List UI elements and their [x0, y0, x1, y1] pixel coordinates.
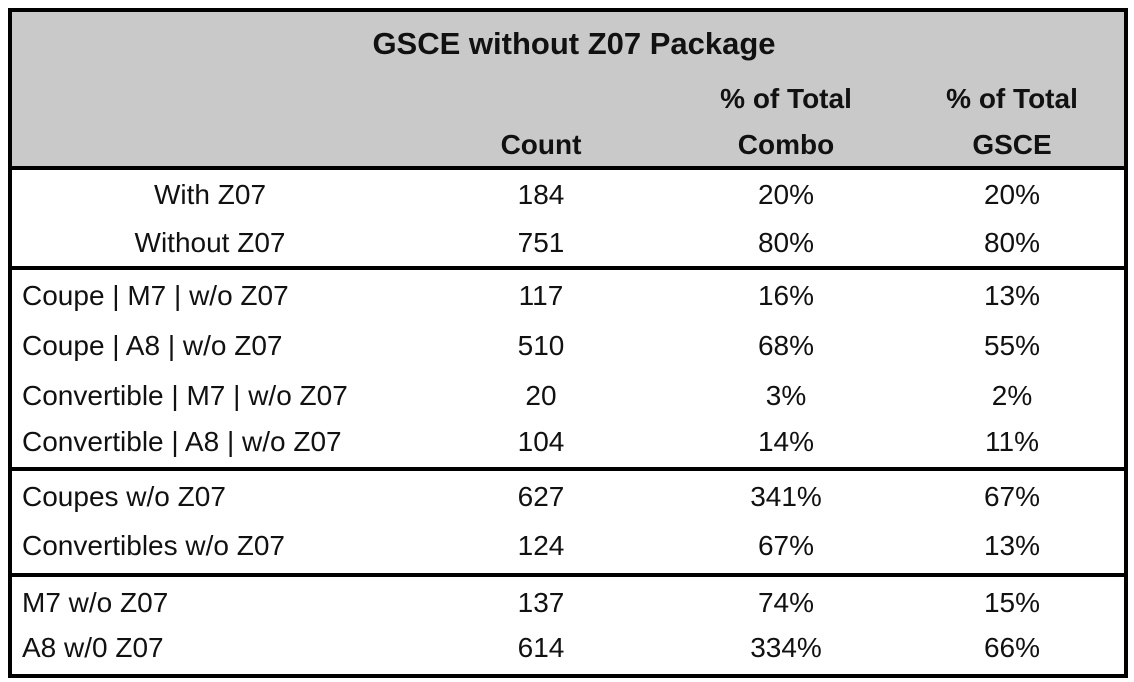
row-label: Coupe | A8 | w/o Z07 — [22, 330, 283, 361]
cell-value: 117 — [518, 280, 564, 311]
cell-value: 66% — [983, 632, 1041, 663]
row-label: With Z07 — [153, 179, 267, 210]
row-label: Without Z07 — [134, 227, 286, 258]
table-header: GSCE without Z07 Package — [12, 12, 1124, 166]
row-label: Convertible | M7 | w/o Z07 — [22, 380, 348, 411]
column-header: % of Total — [946, 83, 1078, 114]
cell-value: 15% — [983, 587, 1041, 618]
cell-value: 20% — [757, 179, 815, 210]
cell-value: 627 — [517, 481, 565, 512]
header-rule — [12, 166, 1124, 170]
cell-value: 137 — [517, 587, 565, 618]
cell-value: 20 — [525, 380, 557, 411]
cell-value: 124 — [517, 530, 565, 561]
cell-value: 20% — [983, 179, 1041, 210]
row-label: Convertible | A8 | w/o Z07 — [22, 426, 342, 457]
group-rule — [12, 467, 1124, 471]
cell-value: 74% — [757, 587, 815, 618]
cell-value: 68% — [757, 330, 815, 361]
row-label: Convertibles w/o Z07 — [22, 530, 286, 561]
cell-value: 67% — [757, 530, 815, 561]
row-label: Coupe | M7 | w/o Z07 — [22, 280, 289, 311]
cell-value: 80% — [757, 227, 815, 258]
column-header: % of Total — [720, 83, 852, 114]
cell-value: 751 — [517, 227, 565, 258]
group-rule — [12, 266, 1124, 270]
column-header: GSCE — [972, 129, 1052, 160]
cell-value: 80% — [983, 227, 1041, 258]
row-label: Coupes w/o Z07 — [22, 481, 226, 512]
cell-value: 67% — [983, 481, 1041, 512]
table: GSCE without Z07 Package Count % of Total… — [8, 8, 1128, 678]
cell-value: 16% — [757, 280, 815, 311]
table-title: GSCE without Z07 Package — [372, 26, 776, 61]
cell-value: 334% — [750, 632, 822, 663]
cell-value: 614 — [517, 632, 565, 663]
cell-value: 184 — [517, 179, 565, 210]
cell-value: 510 — [517, 330, 565, 361]
column-header: Combo — [737, 129, 835, 160]
cell-value: 104 — [517, 426, 565, 457]
cell-value: 55% — [983, 330, 1041, 361]
cell-value: 13% — [983, 530, 1041, 561]
cell-value: 14% — [757, 426, 815, 457]
row-label: M7 w/o Z07 — [22, 587, 169, 618]
cell-value: 341% — [750, 481, 822, 512]
cell-value: 11% — [985, 426, 1039, 457]
row-label: A8 w/0 Z07 — [22, 632, 164, 663]
group-rule — [12, 573, 1124, 577]
column-header: Count — [500, 129, 582, 160]
cell-value: 3% — [765, 380, 807, 411]
cell-value: 13% — [983, 280, 1041, 311]
cell-value: 2% — [991, 380, 1033, 411]
